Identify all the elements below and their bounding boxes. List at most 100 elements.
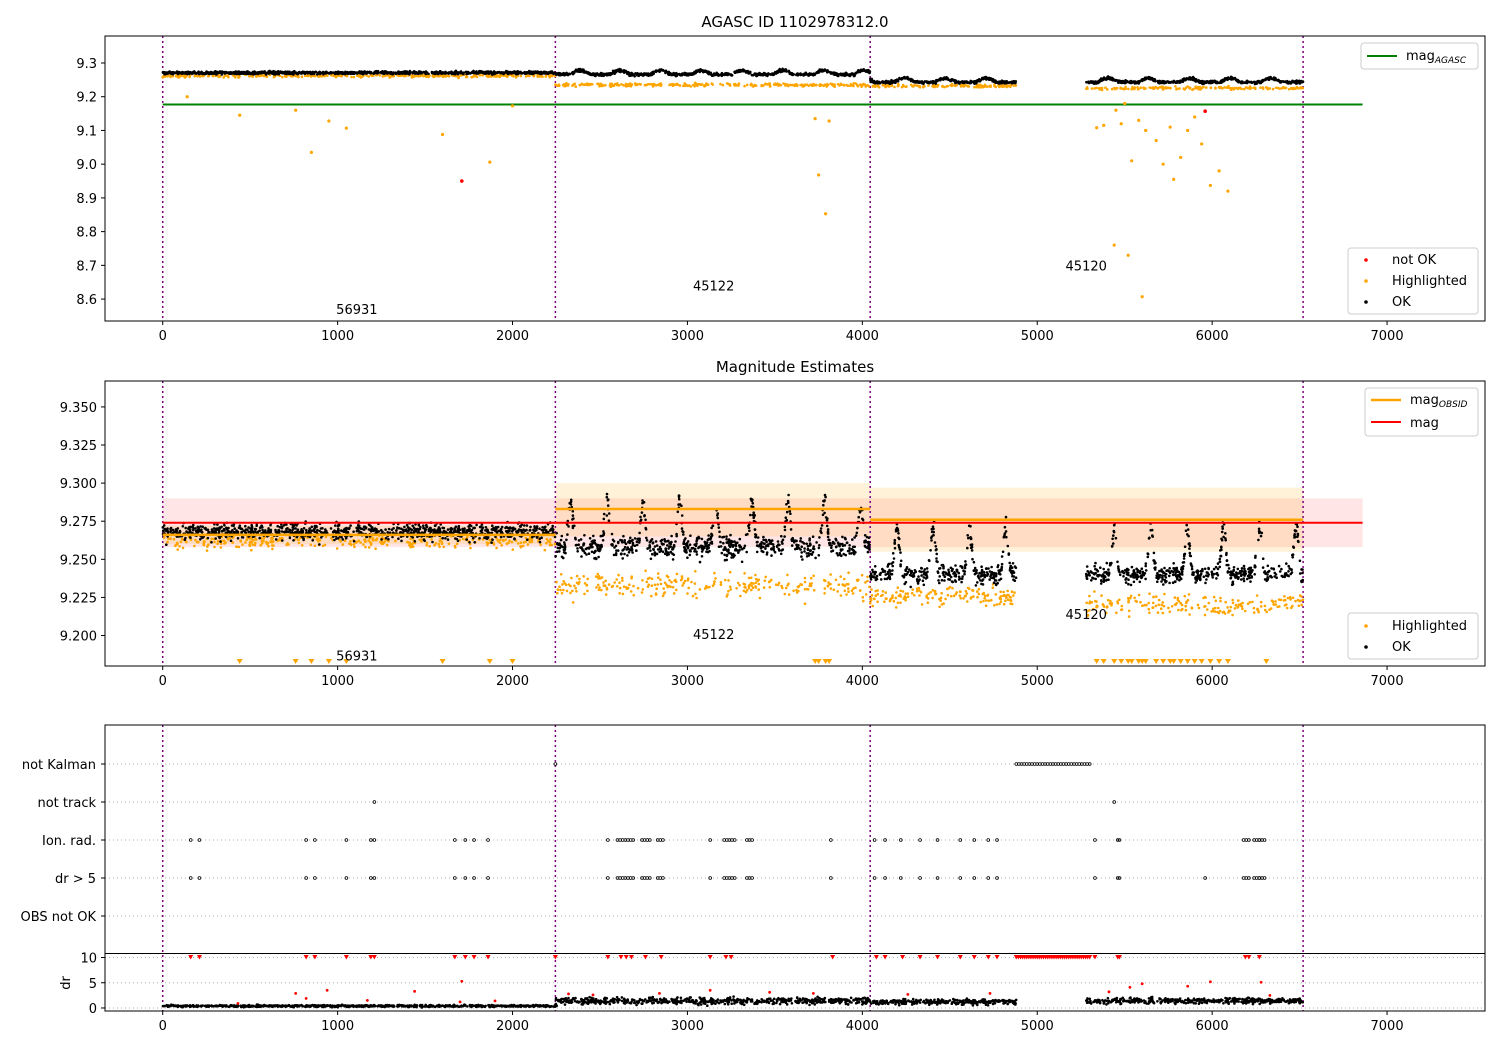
- ok-point: [189, 536, 192, 539]
- highlighted-point: [764, 82, 767, 86]
- highlighted-point: [1144, 87, 1147, 90]
- ok-point: [345, 527, 349, 530]
- not-ok-point: [1203, 109, 1207, 114]
- highlighted-point: [210, 537, 214, 541]
- ok-point: [220, 525, 223, 529]
- highlighted-point: [962, 85, 966, 88]
- ok-point: [334, 524, 337, 527]
- ok-point: [479, 525, 482, 529]
- ok-point: [644, 72, 647, 76]
- highlighted-outlier: [1208, 183, 1212, 188]
- highlighted-point: [840, 83, 843, 87]
- ok-point: [219, 540, 222, 543]
- ok-point: [233, 527, 236, 530]
- highlighted-point: [550, 543, 553, 547]
- highlighted-point: [394, 539, 397, 543]
- highlighted-outlier: [1217, 169, 1221, 173]
- ok-point: [357, 529, 360, 533]
- highlighted-point: [254, 537, 257, 540]
- ok-point: [483, 72, 487, 75]
- ok-point: [274, 528, 277, 532]
- ok-point: [450, 527, 454, 531]
- ok-point: [310, 525, 314, 529]
- highlighted-point: [442, 545, 446, 549]
- highlighted-point: [1152, 86, 1155, 89]
- ok-point: [576, 69, 580, 72]
- highlighted-outlier: [1126, 253, 1130, 257]
- highlighted-point: [1300, 86, 1303, 90]
- highlighted-point: [175, 541, 179, 545]
- ok-point: [405, 523, 409, 527]
- highlighted-point: [440, 542, 444, 545]
- ok-point: [1237, 80, 1241, 84]
- ok-point: [538, 71, 542, 74]
- highlighted-point: [864, 85, 867, 88]
- ok-point: [456, 72, 460, 76]
- highlighted-point: [470, 75, 473, 79]
- highlighted-point: [397, 74, 400, 78]
- highlighted-point: [615, 83, 619, 87]
- highlighted-point: [585, 82, 589, 85]
- ok-point: [194, 71, 197, 75]
- ok-point: [829, 72, 833, 75]
- highlighted-point: [182, 74, 186, 78]
- ok-point: [272, 71, 275, 74]
- ok-point: [1240, 80, 1243, 84]
- ok-point: [256, 530, 260, 534]
- ok-point: [200, 528, 203, 531]
- ok-point: [316, 73, 319, 76]
- ok-point: [507, 71, 510, 75]
- highlighted-point: [945, 85, 948, 88]
- ok-point: [494, 528, 498, 531]
- highlighted-point: [300, 544, 304, 547]
- highlighted-point: [801, 85, 805, 88]
- highlighted-point: [349, 543, 353, 546]
- ok-point: [571, 72, 575, 76]
- highlighted-point: [519, 546, 523, 549]
- ok-point: [184, 526, 187, 530]
- ok-point: [438, 528, 442, 532]
- ok-point: [406, 526, 410, 529]
- ok-point: [631, 72, 634, 76]
- highlighted-outlier: [1112, 243, 1116, 247]
- ok-point: [350, 71, 353, 74]
- highlighted-point: [188, 75, 191, 79]
- ok-point: [1096, 81, 1100, 85]
- ok-point: [393, 71, 397, 75]
- x-tick-label: 7000: [1371, 329, 1404, 344]
- ok-point: [825, 69, 829, 72]
- ok-point: [409, 70, 412, 74]
- highlighted-point: [901, 83, 905, 87]
- highlighted-point: [232, 74, 236, 78]
- highlighted-point: [655, 84, 658, 87]
- highlighted-point: [388, 76, 392, 79]
- highlighted-point: [936, 85, 939, 88]
- obsid-label: 45122: [693, 280, 734, 295]
- highlighted-point: [1259, 86, 1262, 89]
- highlighted-point: [504, 74, 508, 77]
- highlighted-point: [954, 84, 957, 87]
- ok-point: [733, 70, 736, 74]
- x-tick-label: 3000: [671, 329, 704, 344]
- ok-point: [490, 541, 493, 544]
- ok-point: [867, 69, 871, 73]
- ok-point: [729, 73, 732, 76]
- ok-point: [223, 524, 226, 527]
- highlighted-point: [1156, 87, 1160, 90]
- ok-point: [484, 526, 488, 529]
- highlighted-point: [604, 83, 607, 87]
- ok-point: [1136, 80, 1140, 84]
- ok-point: [199, 538, 202, 541]
- ok-point: [512, 71, 516, 75]
- ok-point: [267, 527, 270, 530]
- ok-point: [910, 78, 914, 81]
- highlighted-point: [349, 540, 352, 543]
- legend-mag-agasc: magAGASC: [1360, 42, 1479, 70]
- highlighted-point: [1268, 87, 1272, 90]
- ok-point: [1194, 77, 1197, 81]
- highlighted-point: [193, 544, 196, 548]
- x-tick-label: 6000: [1196, 329, 1229, 344]
- ok-point: [239, 527, 243, 530]
- highlighted-point: [1229, 88, 1233, 92]
